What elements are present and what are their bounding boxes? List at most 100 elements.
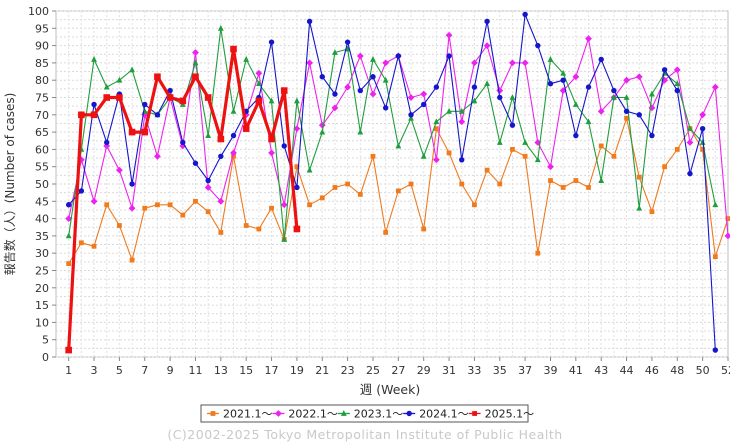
legend-label: 2025.1～ <box>485 408 534 421</box>
data-point <box>231 153 236 159</box>
data-point <box>332 49 338 55</box>
x-axis-tick-labels: 1 3 5 7 9 11 13 15 17 19 21 23 25 27 29 31 33 35 37 39 41 43 4… <box>65 357 730 377</box>
data-point <box>534 156 541 163</box>
data-point <box>294 184 300 191</box>
data-point <box>91 243 97 249</box>
data-point <box>522 11 528 18</box>
data-point <box>167 87 173 94</box>
x-tick-label: 9 <box>167 364 174 377</box>
y-tick-label: 60 <box>35 143 49 156</box>
data-point <box>459 181 465 187</box>
data-point <box>180 139 186 146</box>
data-point <box>255 97 263 105</box>
data-point <box>699 125 706 132</box>
x-tick-label: 43 <box>594 364 608 377</box>
data-point <box>154 152 161 160</box>
data-point <box>446 53 452 59</box>
data-point <box>699 111 707 119</box>
data-point <box>243 223 249 228</box>
data-point <box>281 143 287 149</box>
data-point <box>319 195 325 201</box>
x-tick-label: 31 <box>442 364 456 377</box>
y-tick-label: 20 <box>35 282 49 295</box>
data-point <box>725 216 730 221</box>
y-axis-title: 報告数（人）(Number of cases) <box>2 93 17 276</box>
data-point <box>179 97 187 105</box>
data-point <box>331 104 339 112</box>
data-point <box>129 66 135 73</box>
legend-label: 2023.1～ <box>354 408 404 421</box>
data-point <box>205 209 211 215</box>
data-point <box>204 94 212 101</box>
y-tick-label: 65 <box>35 126 49 139</box>
data-point <box>65 215 73 222</box>
data-point <box>420 90 428 98</box>
data-point <box>230 149 237 157</box>
legend-item: 2022.1～ <box>272 408 338 421</box>
data-point <box>509 122 516 128</box>
data-point <box>712 201 719 208</box>
data-point <box>128 128 136 136</box>
data-point <box>395 142 402 149</box>
data-point <box>344 39 351 45</box>
data-point <box>128 204 136 212</box>
data-point <box>598 143 604 149</box>
data-point <box>649 132 655 139</box>
data-point <box>484 18 490 25</box>
data-point <box>458 118 466 126</box>
data-point <box>445 31 453 39</box>
data-point <box>205 132 212 138</box>
data-point <box>459 157 465 163</box>
legend-swatch-marker <box>472 411 477 416</box>
y-tick-label: 80 <box>35 74 49 87</box>
data-point <box>294 164 300 170</box>
data-point <box>383 230 389 235</box>
data-point <box>610 94 617 100</box>
data-point <box>154 73 161 81</box>
x-tick-label: 25 <box>366 364 380 377</box>
data-point <box>572 101 579 107</box>
data-point <box>242 125 250 132</box>
data-point <box>724 232 730 240</box>
data-point <box>510 147 515 152</box>
data-point <box>192 73 199 81</box>
data-point <box>687 125 693 132</box>
data-point <box>307 202 312 208</box>
legend-swatch-marker <box>406 410 412 417</box>
data-point <box>560 77 566 83</box>
series-1 <box>66 115 730 266</box>
data-point <box>116 76 123 83</box>
x-tick-label: 44 <box>620 364 634 377</box>
data-point <box>522 153 528 159</box>
legend: 2021.1～ 2022.1～ 2023.1～ 2024.1～ 2025.1～ <box>200 404 534 423</box>
data-point <box>255 69 263 77</box>
legend-label: 2021.1～ <box>223 408 273 421</box>
data-point <box>597 107 605 115</box>
data-point <box>116 94 123 101</box>
x-tick-label: 33 <box>467 364 481 377</box>
data-point <box>446 107 452 114</box>
data-point <box>674 147 680 152</box>
data-point <box>66 261 72 266</box>
data-point <box>585 35 592 43</box>
data-point <box>192 59 199 66</box>
data-point <box>611 153 617 159</box>
data-point <box>497 94 503 101</box>
data-point <box>712 347 719 353</box>
data-point <box>217 135 225 143</box>
x-tick-label: 7 <box>141 364 148 377</box>
x-tick-label: 1 <box>65 364 72 377</box>
data-point <box>91 101 97 108</box>
data-point <box>598 56 604 63</box>
data-point <box>65 232 72 239</box>
data-point <box>598 177 605 183</box>
series-line <box>68 27 716 240</box>
data-point <box>521 59 529 67</box>
data-point <box>636 204 643 211</box>
data-point <box>370 153 376 159</box>
y-tick-label: 55 <box>35 161 49 174</box>
data-point <box>522 139 529 145</box>
legend-swatch-marker <box>210 411 216 416</box>
data-point <box>230 132 237 139</box>
data-point <box>572 73 580 81</box>
